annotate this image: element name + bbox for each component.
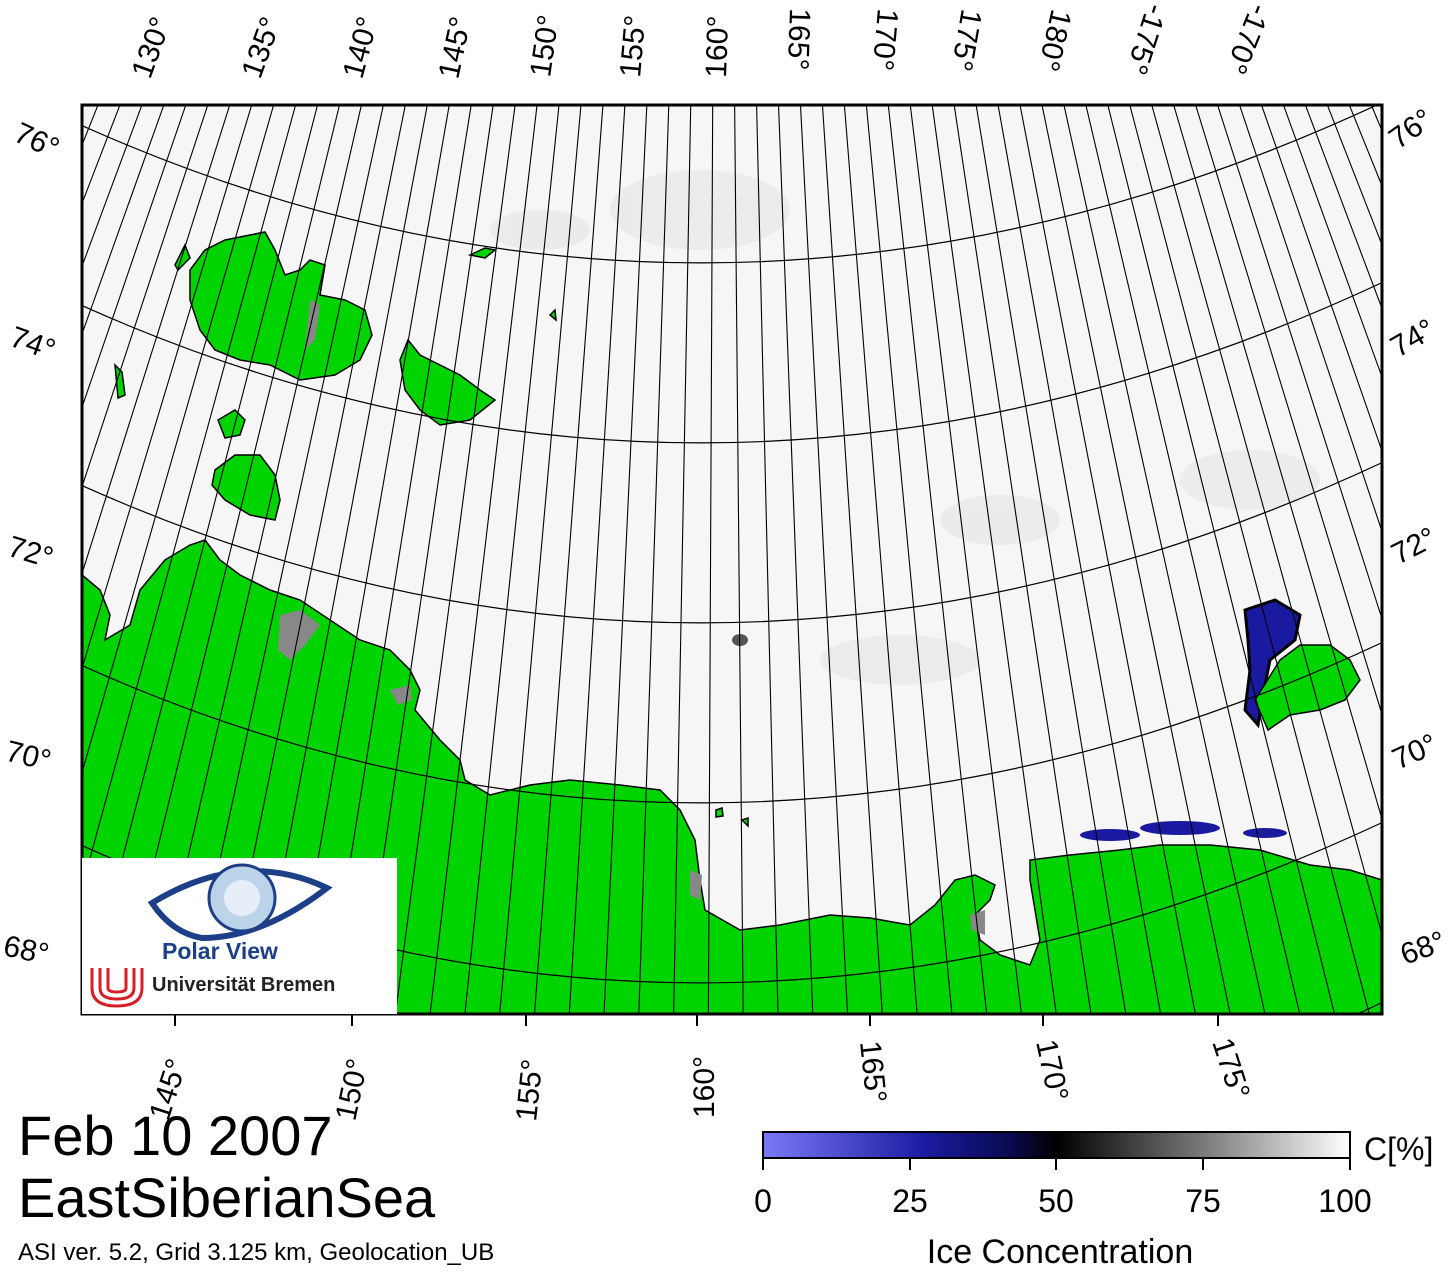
meridian-line — [499, 105, 582, 1014]
meridian-line — [756, 105, 779, 1014]
meridian-line — [82, 105, 275, 775]
lat-label-right: 72° — [1386, 521, 1441, 571]
university-emblem-icon — [90, 968, 144, 1008]
meridian-line — [799, 105, 849, 1014]
top-lon-label: 145° — [433, 14, 478, 82]
meridian-line — [1063, 105, 1266, 1014]
lat-label-left: 76° — [9, 116, 64, 165]
land-masses — [82, 231, 1382, 1014]
meridian-line — [151, 105, 362, 1014]
meridian-line — [638, 105, 670, 1014]
lat-label-right: 70° — [1387, 728, 1442, 777]
meridian-line — [568, 105, 626, 1014]
bottom-ticks — [174, 1014, 1219, 1026]
top-lon-label: 165° — [781, 8, 816, 71]
top-longitude-labels: 130° 135° 140° 145° 150° 155° 160° 165° … — [126, 0, 1277, 82]
meridian-line — [325, 105, 472, 1014]
meridian-line — [953, 105, 1092, 1014]
lat-label-right: 68° — [1396, 925, 1450, 972]
bottom-lon-label: 150° — [330, 1056, 375, 1124]
meridian-line — [1151, 105, 1382, 937]
lat-label-right: 74° — [1385, 313, 1441, 364]
colorbar — [762, 1131, 1351, 1159]
meridian-line — [429, 105, 538, 1014]
meridian-line — [255, 105, 428, 1014]
meridian-line — [1041, 105, 1231, 1014]
map-region: EastSiberianSea — [18, 1166, 436, 1229]
meridian-line — [82, 105, 297, 890]
top-lon-label: 175° — [944, 7, 987, 74]
meridian-line — [821, 105, 883, 1014]
top-lon-label: 155° — [614, 14, 652, 79]
bottom-lon-label: 175° — [1205, 1034, 1256, 1103]
meridian-line — [464, 105, 560, 1014]
eye-icon — [147, 863, 333, 942]
meridian-line — [186, 105, 384, 1014]
colorbar-tick-label: 100 — [1318, 1183, 1371, 1219]
logo-name: Polar View — [162, 938, 278, 964]
meridian-line — [777, 105, 814, 1014]
top-lon-label: 150° — [524, 13, 565, 79]
graticule-parallels — [82, 105, 1382, 1014]
meridian-line — [1195, 105, 1382, 717]
meridian-line — [220, 105, 406, 1014]
top-lon-label: 180° — [1031, 6, 1077, 74]
lat-label-left: 68° — [1, 930, 52, 972]
meridian-line — [1107, 105, 1336, 1014]
lat-label-left: 74° — [6, 321, 60, 368]
meridian-line — [1019, 105, 1196, 1014]
lat-label-left: 72° — [4, 530, 57, 575]
bottom-lon-label: 160° — [688, 1056, 721, 1118]
colorbar-tick-label: 75 — [1185, 1183, 1221, 1219]
ice-texture — [490, 170, 1320, 685]
meridian-line — [82, 105, 319, 1014]
meridian-line — [394, 105, 516, 1014]
meridian-line — [1085, 105, 1301, 1014]
lat-label-left: 70° — [2, 735, 54, 778]
colorbar-tick-label: 0 — [754, 1183, 772, 1219]
top-lon-label: 135° — [236, 13, 288, 83]
top-lon-label: 130° — [126, 13, 178, 83]
meridian-line — [290, 105, 450, 1014]
bottom-lon-label: 170° — [1029, 1037, 1074, 1105]
map-date: Feb 10 2007 — [18, 1104, 333, 1167]
meridian-line — [865, 105, 953, 1014]
top-lon-label: -170° — [1219, 0, 1277, 79]
colorbar-tick-label: 25 — [892, 1183, 928, 1219]
top-lon-label: 160° — [700, 15, 735, 78]
meridian-line — [359, 105, 494, 1014]
footer-note: ASI ver. 5.2, Grid 3.125 km, Geolocation… — [18, 1239, 495, 1266]
meridian-line — [843, 105, 918, 1014]
polar-view-logo: Polar View Universität Bremen — [82, 858, 397, 1014]
logo-institution: Universität Bremen — [152, 974, 336, 996]
meridian-line — [909, 105, 1023, 1014]
meridian-line — [1173, 105, 1382, 821]
coastal-fast-ice — [278, 300, 985, 935]
meridian-line — [887, 105, 988, 1014]
meridian-line — [1129, 105, 1370, 1014]
meridian-line — [673, 105, 692, 1014]
meridian-line — [931, 105, 1057, 1014]
meridian-line — [603, 105, 648, 1014]
top-lon-label: -175° — [1119, 0, 1173, 79]
colorbar-tick-label: 50 — [1038, 1183, 1074, 1219]
top-lon-label: 170° — [866, 7, 904, 72]
legend-title: Ice Concentration — [926, 1233, 1194, 1271]
colorbar-tick-labels: 0 25 50 75 100 — [754, 1183, 1372, 1219]
colorbar-ticks — [762, 1158, 1351, 1170]
meridian-line — [997, 105, 1162, 1014]
map-frame — [80, 103, 1384, 1016]
meridian-line — [734, 105, 744, 1014]
legend-unit: C[%] — [1364, 1131, 1434, 1167]
lat-label-right: 76° — [1383, 103, 1439, 156]
meridian-line — [975, 105, 1127, 1014]
meridian-line — [116, 105, 341, 1014]
meridian-line — [533, 105, 604, 1014]
meridian-line — [707, 105, 714, 1014]
graticule-meridians — [82, 105, 1382, 1014]
bottom-lon-label: 155° — [510, 1058, 549, 1123]
top-lon-label: 140° — [337, 13, 385, 81]
bottom-lon-label: 165° — [853, 1039, 892, 1104]
